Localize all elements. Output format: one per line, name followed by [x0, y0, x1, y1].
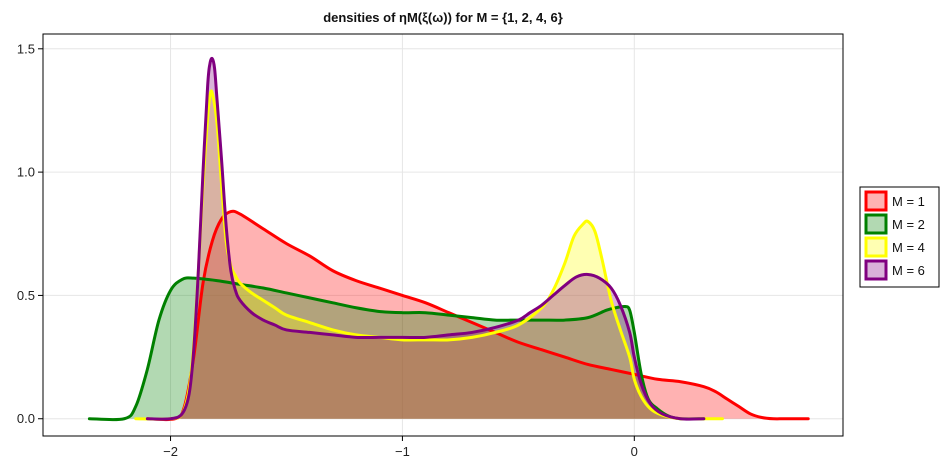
density-area-3	[135, 90, 723, 420]
legend-swatch	[864, 236, 888, 258]
density-areas	[89, 58, 809, 420]
legend-swatch	[864, 259, 888, 281]
axis-ticks: −2 −1 0 0.0 0.5 1.0 1.5	[17, 41, 638, 459]
y-tick-label: 0.0	[17, 411, 35, 426]
x-tick-label: −1	[395, 444, 410, 459]
legend-swatch	[864, 213, 888, 235]
plot-frame	[42, 33, 844, 437]
density-area-4	[147, 58, 704, 420]
x-tick-label: 0	[631, 444, 638, 459]
legend: M = 1 M = 2 M = 4 M = 6	[859, 186, 940, 288]
density-area-1	[147, 211, 809, 420]
legend-label: M = 4	[892, 240, 925, 255]
legend-swatch	[864, 190, 888, 212]
legend-label: M = 1	[892, 194, 925, 209]
x-tick-label: −2	[163, 444, 178, 459]
legend-label: M = 6	[892, 263, 925, 278]
density-line-1	[145, 209, 810, 422]
legend-label: M = 2	[892, 217, 925, 232]
y-tick-label: 1.5	[17, 41, 35, 56]
density-area-2	[89, 277, 704, 420]
chart-title: densities of ηM(ξ(ω)) for M = {1, 2, 4, …	[323, 10, 563, 25]
y-tick-label: 1.0	[17, 165, 35, 180]
density-lines	[87, 56, 810, 422]
density-line-4	[145, 56, 706, 421]
density-line-2	[87, 276, 706, 422]
y-tick-label: 0.5	[17, 288, 35, 303]
